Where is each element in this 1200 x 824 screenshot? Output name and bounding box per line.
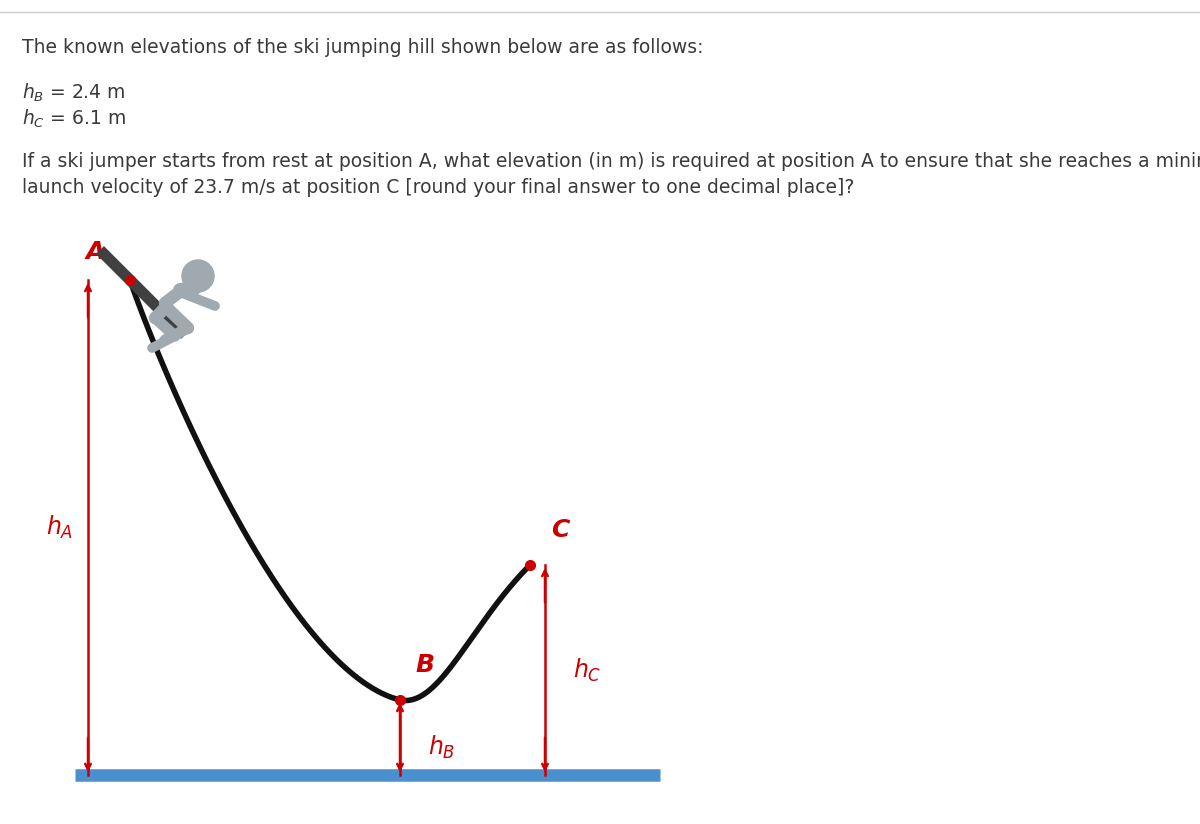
Text: $h_C$: $h_C$ bbox=[574, 657, 601, 684]
Text: launch velocity of 23.7 m/s at position C [round your final answer to one decima: launch velocity of 23.7 m/s at position … bbox=[22, 178, 854, 197]
Text: C: C bbox=[551, 518, 569, 542]
Text: If a ski jumper starts from rest at position A, what elevation (in m) is require: If a ski jumper starts from rest at posi… bbox=[22, 152, 1200, 171]
Text: The known elevations of the ski jumping hill shown below are as follows:: The known elevations of the ski jumping … bbox=[22, 38, 703, 57]
Text: $h_B$: $h_B$ bbox=[428, 734, 455, 761]
Text: $h_C$ = 6.1 m: $h_C$ = 6.1 m bbox=[22, 108, 126, 130]
Text: $h_A$: $h_A$ bbox=[47, 514, 73, 541]
Text: A: A bbox=[85, 240, 104, 264]
Text: $h_B$ = 2.4 m: $h_B$ = 2.4 m bbox=[22, 82, 126, 105]
Circle shape bbox=[182, 260, 214, 292]
Text: B: B bbox=[415, 653, 434, 677]
